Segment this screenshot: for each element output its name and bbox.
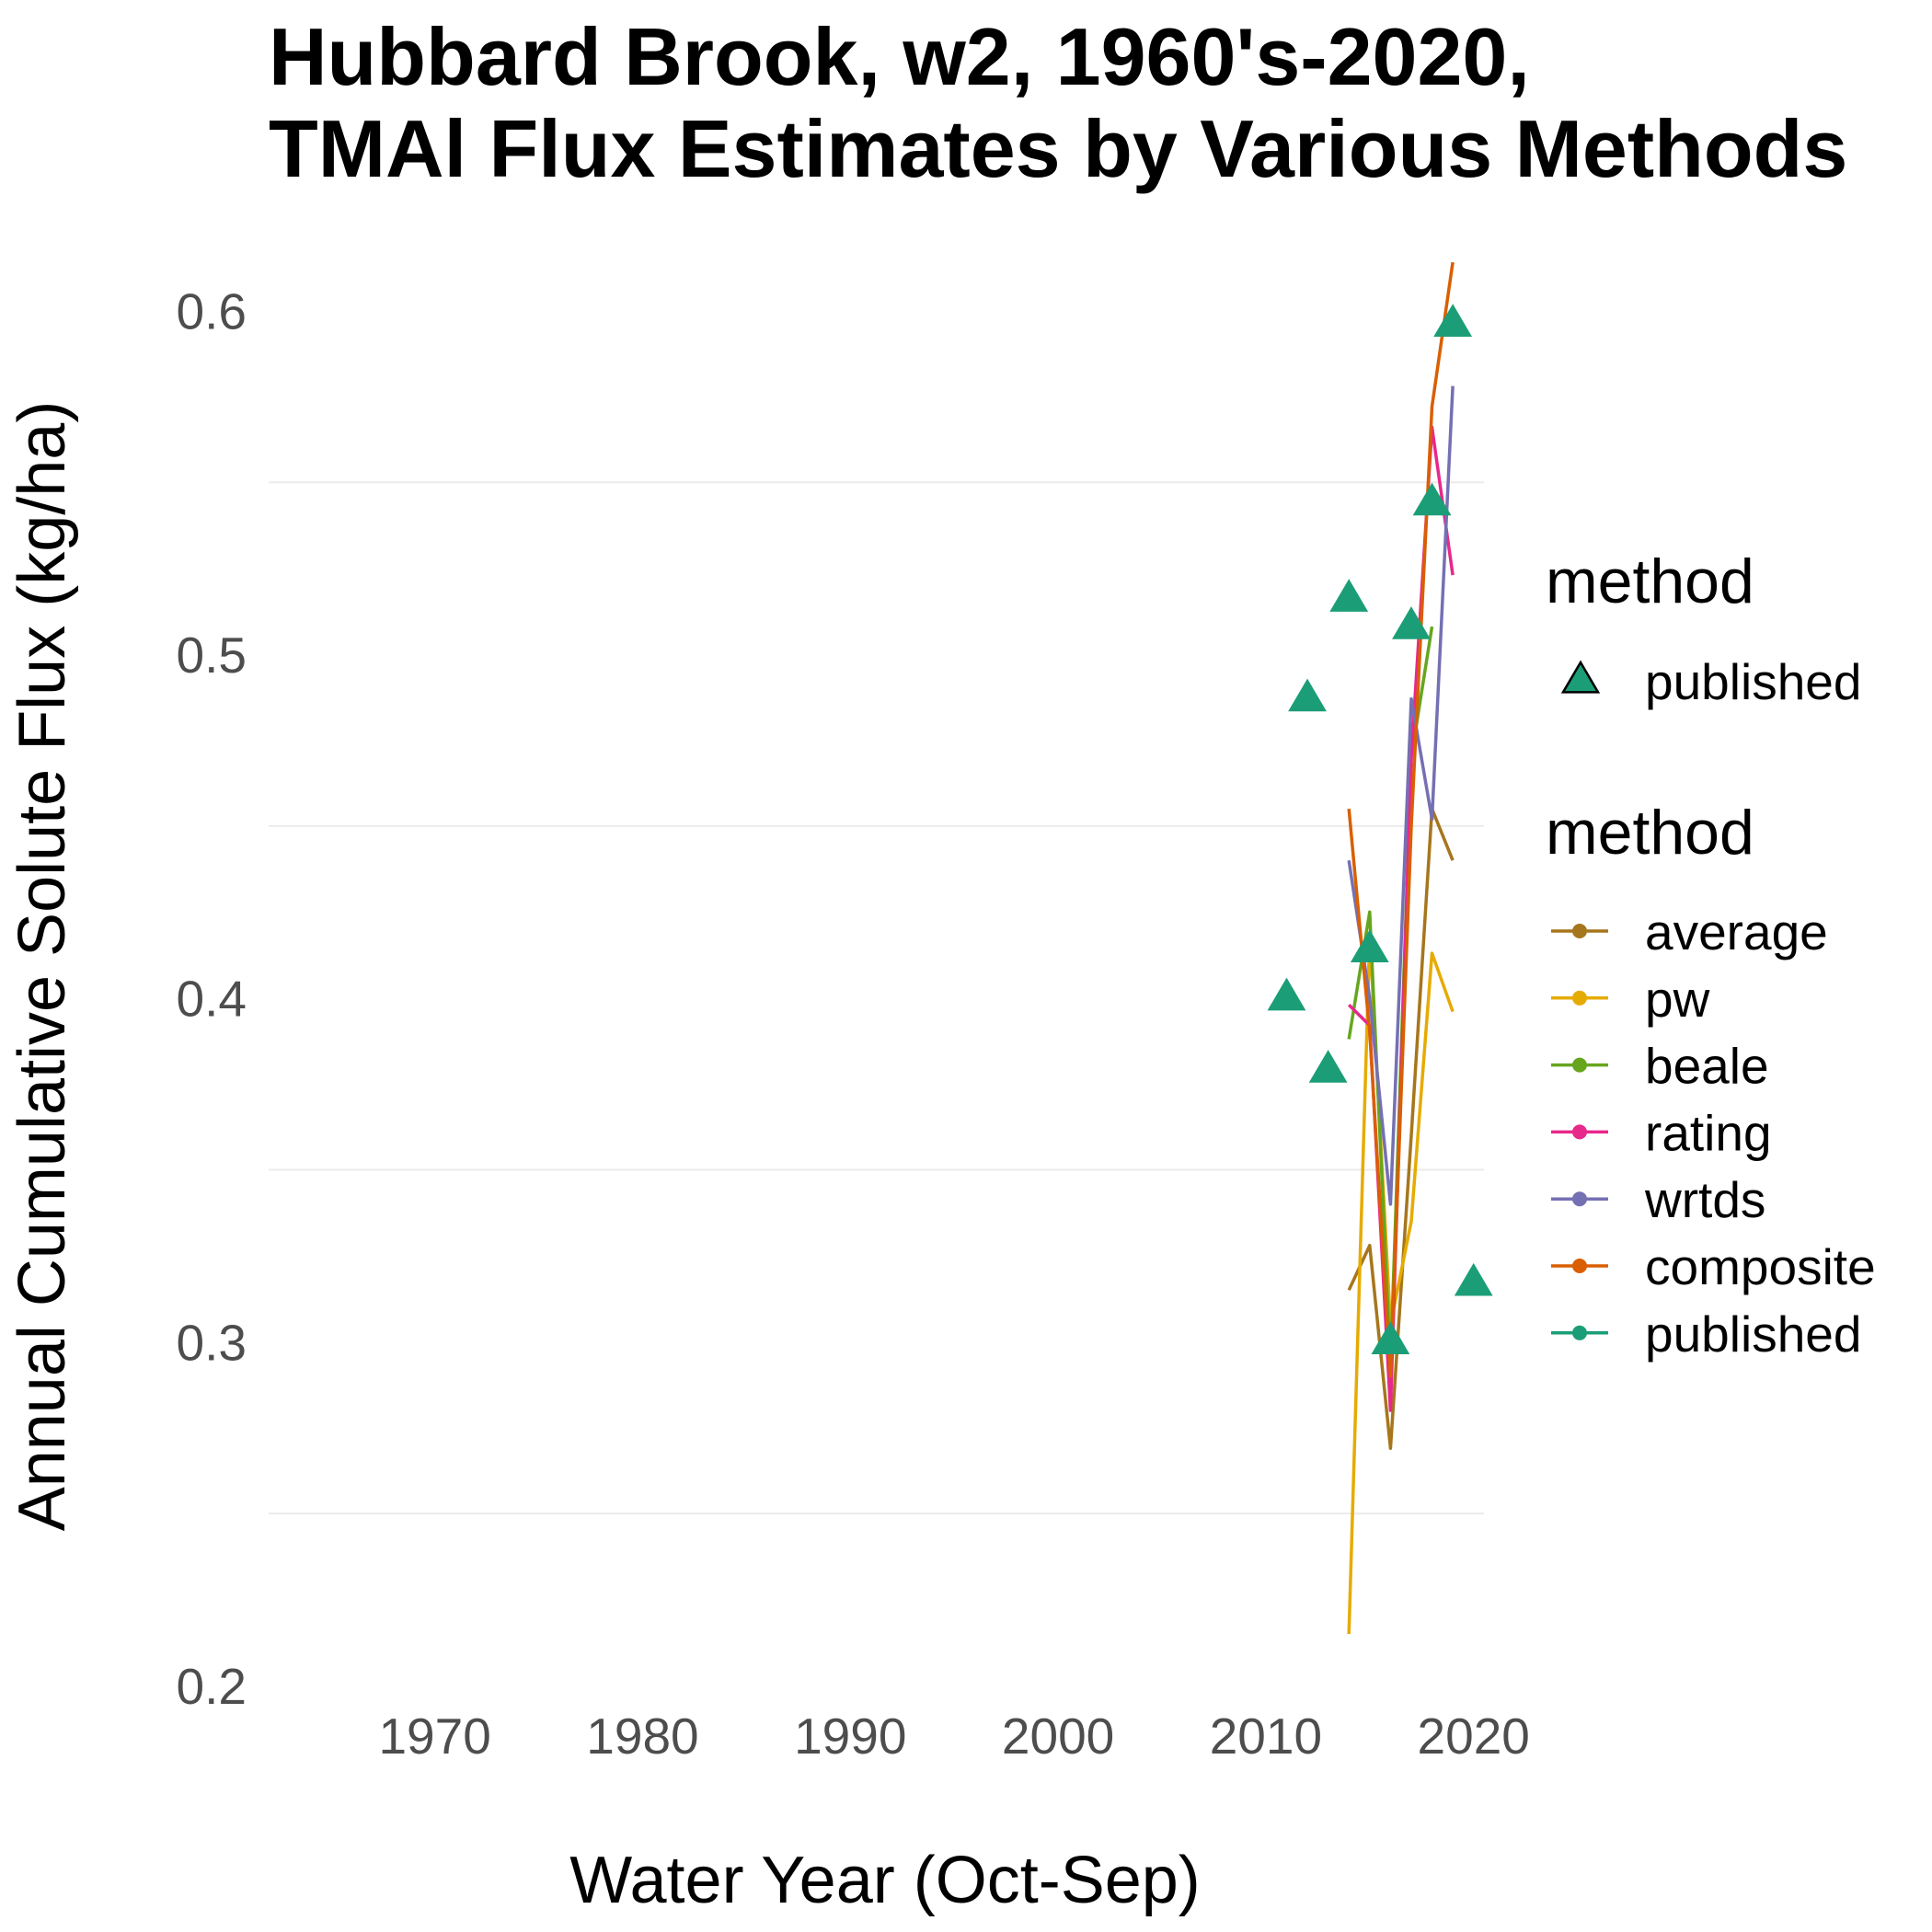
legend-lines-title: method [1546, 798, 1754, 868]
x-axis-label: Water Year (Oct-Sep) [569, 1844, 1201, 1917]
series-line-pw [1347, 934, 1455, 1635]
legend-point-swatch [1572, 1191, 1587, 1207]
published-point [1371, 1321, 1410, 1354]
legend-line-entry: beale [1645, 1038, 1769, 1095]
published-point [1433, 304, 1473, 337]
x-tick-label: 1980 [586, 1708, 698, 1765]
published-point [1267, 977, 1306, 1011]
legend-line-entry: published [1645, 1305, 1861, 1363]
published-point [1329, 579, 1369, 612]
y-tick-label: 0.2 [177, 1658, 247, 1715]
legend-point-swatch [1572, 1259, 1587, 1273]
legend-line-entry: wrtds [1644, 1171, 1765, 1228]
series-line-average [1347, 807, 1455, 1450]
legend-point-swatch [1572, 1124, 1587, 1140]
x-axis-ticks: 1970 1980 1990 2000 2010 2020 [378, 1708, 1529, 1765]
y-axis-ticks: 0.2 0.3 0.4 0.5 0.6 [177, 282, 247, 1715]
published-point [1288, 678, 1327, 712]
legend-published-title: method [1546, 546, 1754, 616]
x-tick-label: 2020 [1418, 1708, 1530, 1765]
gridlines [269, 481, 1484, 1515]
chart-title-line-1: Hubbard Brook, w2, 1960's-2020, [269, 11, 1530, 102]
x-tick-label: 1970 [378, 1708, 490, 1765]
x-tick-label: 2010 [1210, 1708, 1322, 1765]
legend-triangle-marker [1560, 660, 1601, 694]
series-line-composite [1347, 261, 1455, 1378]
published-point [1308, 1050, 1348, 1083]
y-tick-label: 0.5 [177, 627, 247, 684]
published-markers [1267, 304, 1493, 1354]
y-tick-label: 0.4 [177, 971, 247, 1028]
published-point [1454, 1262, 1493, 1296]
x-tick-label: 1990 [794, 1708, 906, 1765]
legend-published-entry: published [1645, 653, 1861, 710]
legend-line-entry: composite [1645, 1238, 1876, 1295]
legend-published: method published [1546, 546, 1861, 710]
y-tick-label: 0.6 [177, 282, 247, 339]
legend-line-entry: rating [1645, 1104, 1772, 1161]
legend-point-swatch [1572, 1325, 1587, 1340]
published-point [1350, 929, 1389, 963]
legend-point-swatch [1572, 1057, 1587, 1073]
legend-line-entry: average [1645, 903, 1828, 960]
chart-title: Hubbard Brook, w2, 1960's-2020, TMAl Flu… [269, 11, 1847, 194]
legend-point-swatch [1572, 990, 1587, 1006]
published-point [1392, 606, 1431, 639]
legend-line-entry: pw [1645, 971, 1710, 1028]
chart-title-line-2: TMAl Flux Estimates by Various Methods [269, 103, 1847, 194]
y-axis-label: Annual Cumulative Solute Flux (kg/ha) [6, 401, 79, 1532]
legend-lines: method average pw beale rating wrtds composite… [1546, 798, 1876, 1363]
legend-point-swatch [1572, 924, 1587, 938]
y-tick-label: 0.3 [177, 1314, 247, 1371]
series-line-wrtds [1347, 385, 1455, 1206]
published-point [1412, 482, 1452, 516]
x-tick-label: 2000 [1002, 1708, 1114, 1765]
